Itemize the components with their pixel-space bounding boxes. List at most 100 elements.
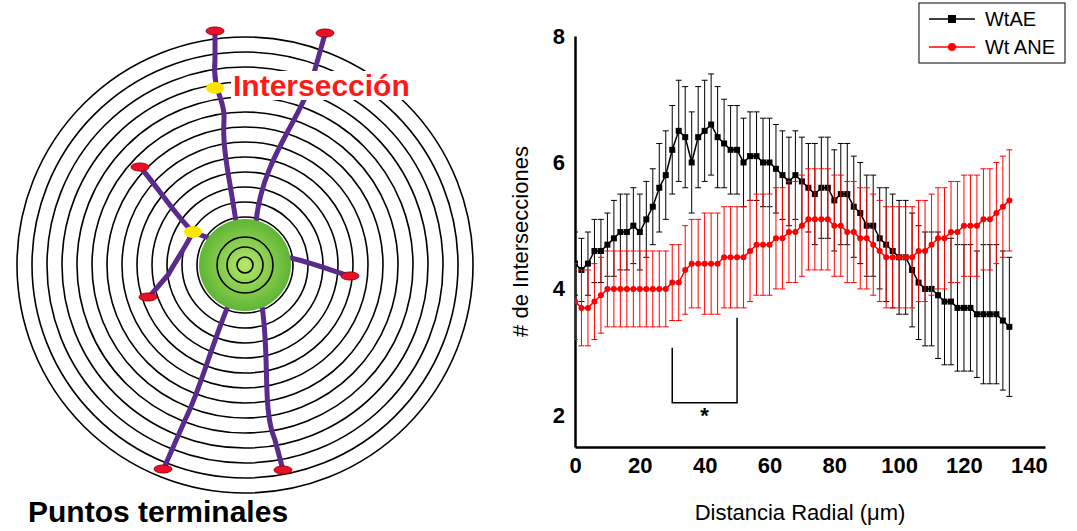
page: IntersecciónPuntos terminales02040608010… [0, 0, 1077, 531]
data-point [754, 242, 760, 248]
error-bar [890, 207, 896, 308]
ring [137, 157, 353, 373]
dendrite [164, 306, 228, 468]
series [575, 150, 1012, 346]
error-bar [643, 251, 649, 327]
error-bar [728, 207, 734, 308]
error-bar [844, 181, 850, 282]
legend: WtAE Wt ANE [919, 3, 1065, 63]
error-bar [689, 112, 695, 213]
data-point [779, 172, 785, 178]
error-bar [896, 200, 902, 314]
error-bar [786, 181, 792, 282]
data-point [987, 311, 993, 317]
error-bar [779, 188, 785, 289]
ring [122, 142, 368, 388]
sholl-diagram: IntersecciónPuntos terminales [17, 27, 473, 528]
error-bar [604, 251, 610, 327]
data-point [591, 299, 597, 305]
error-bar [676, 80, 682, 181]
data-point [578, 305, 584, 311]
data-point [766, 242, 772, 248]
dendrite [290, 258, 349, 276]
data-point [896, 254, 902, 260]
error-bar [754, 194, 760, 295]
error-bar [831, 175, 837, 276]
data-point [604, 242, 610, 248]
data-point [805, 216, 811, 222]
data-point [695, 261, 701, 267]
tick: 2 [553, 403, 575, 428]
data-point [980, 216, 986, 222]
tick: 0 [569, 447, 581, 478]
error-bar [624, 251, 630, 327]
tick: 140 [1011, 447, 1048, 478]
data-point [734, 147, 740, 153]
ring [47, 67, 443, 463]
tick-label: 20 [628, 453, 652, 478]
error-bar [896, 207, 902, 308]
error-bar [669, 106, 675, 195]
ring [167, 187, 323, 343]
data-point [792, 229, 798, 235]
x-axis-title: Distancia Radial (μm) [695, 500, 906, 525]
error-bar [630, 251, 636, 327]
endpoint [139, 293, 157, 301]
data-point [993, 210, 999, 216]
data-point [708, 261, 714, 267]
error-bar [689, 219, 695, 308]
error-bar [903, 207, 909, 308]
intersection-point [206, 82, 224, 94]
dendrite [215, 32, 236, 222]
endpoint [274, 466, 292, 474]
error-bar [682, 226, 688, 315]
error-bar [656, 143, 662, 232]
error-bar [721, 207, 727, 308]
error-bar [980, 169, 986, 270]
error-bar [766, 194, 772, 295]
data-point [993, 311, 999, 317]
error-bar [656, 251, 662, 327]
data-point [916, 248, 922, 254]
data-point [656, 185, 662, 191]
error-bar [650, 169, 656, 245]
error-bar [922, 200, 928, 301]
tick: 40 [693, 447, 717, 478]
data-point [669, 147, 675, 153]
data-point [663, 286, 669, 292]
data-point [1000, 204, 1006, 210]
error-bar [883, 207, 889, 308]
tick: 60 [758, 447, 782, 478]
data-point [669, 280, 675, 286]
data-point [935, 235, 941, 241]
data-point [831, 223, 837, 229]
tick-label: 6 [553, 150, 565, 175]
data-point [935, 292, 941, 298]
ring [32, 52, 458, 478]
tick-label: 80 [823, 453, 847, 478]
data-point [617, 286, 623, 292]
data-point [844, 229, 850, 235]
tick: 120 [946, 447, 983, 478]
data-point [741, 159, 747, 165]
legend-label: WtAE [985, 8, 1036, 30]
series [575, 74, 1012, 396]
data-point [650, 204, 656, 210]
intersection-label: Intersección [233, 69, 410, 102]
legend-label: Wt ANE [985, 36, 1055, 58]
error-bar [682, 87, 688, 188]
data-point [864, 235, 870, 241]
data-point [870, 242, 876, 248]
endpoint [316, 29, 334, 37]
endpoint [154, 465, 172, 473]
error-bar [617, 251, 623, 327]
annotation: * [700, 403, 709, 428]
error-bar [741, 207, 747, 308]
data-point [721, 254, 727, 260]
error-bar [760, 118, 766, 207]
y-axis-title: # de Intersecciones [508, 146, 533, 337]
data-point [650, 286, 656, 292]
error-bar [676, 245, 682, 321]
error-bar [585, 270, 591, 346]
data-point [948, 229, 954, 235]
